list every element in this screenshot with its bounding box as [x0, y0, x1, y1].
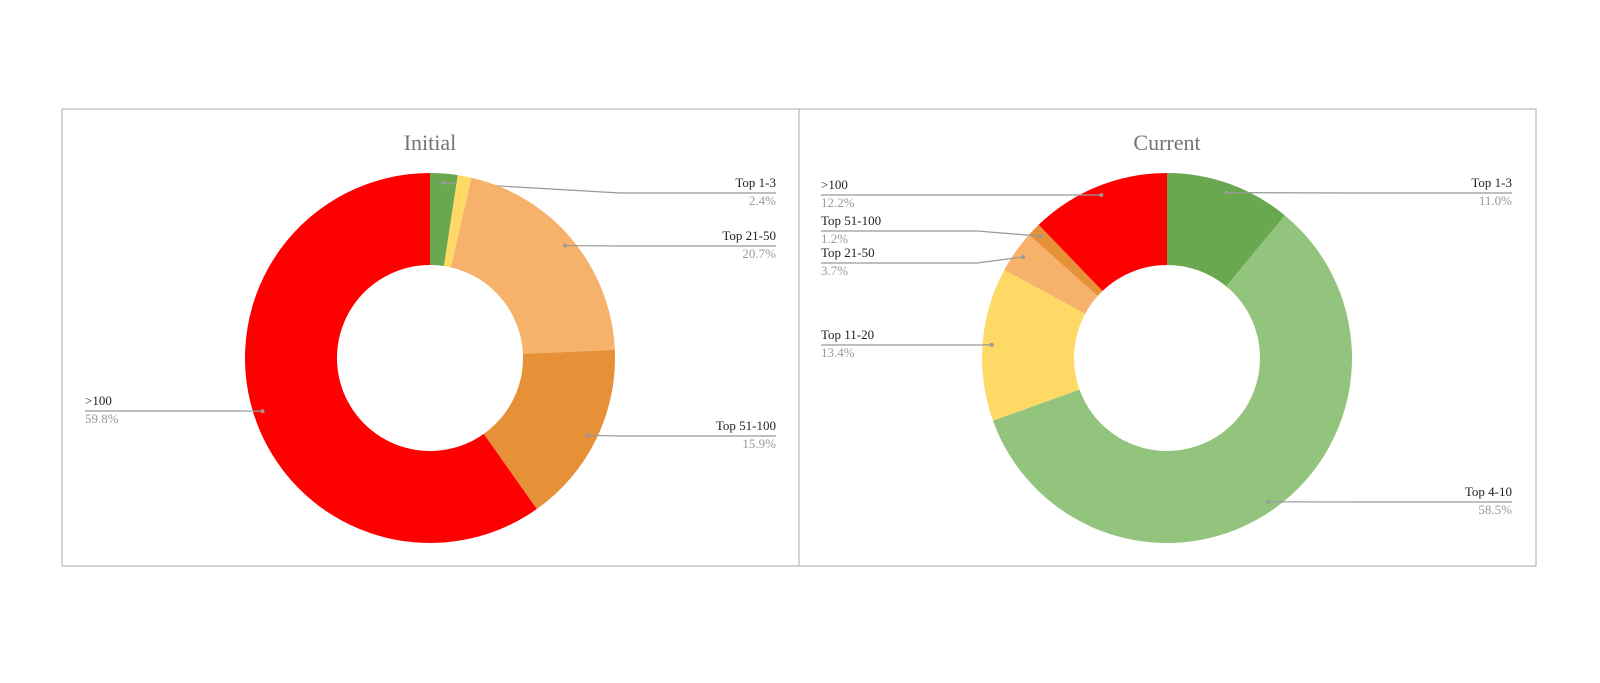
- leader-dot: [260, 409, 265, 414]
- donut-slice: [245, 173, 537, 543]
- donut-slice: [992, 215, 1352, 543]
- slice-label: >100: [85, 393, 112, 408]
- donut-slice: [450, 177, 615, 354]
- leader-dot: [563, 243, 568, 248]
- leader-dot: [1266, 499, 1271, 504]
- slice-value: 59.8%: [85, 411, 119, 426]
- donut-slice: [483, 349, 615, 510]
- slice-value: 58.5%: [1478, 502, 1512, 517]
- leader-line: [443, 182, 776, 194]
- slice-value: 12.2%: [821, 195, 855, 210]
- slice-label: Top 11-20: [821, 327, 874, 342]
- slice-label: Top 21-50: [821, 245, 875, 260]
- donut-slice: [430, 173, 458, 267]
- slice-value: 15.9%: [742, 436, 776, 451]
- slice-label: Top 1-3: [735, 175, 776, 190]
- slice-value: 13.4%: [821, 345, 855, 360]
- leader-line: [821, 256, 1024, 264]
- slice-value: 11.0%: [1479, 193, 1512, 208]
- chart-title: Current: [1133, 130, 1200, 155]
- leader-dot: [989, 342, 994, 347]
- donut-slice: [1029, 224, 1103, 297]
- slice-label: Top 4-10: [1465, 484, 1512, 499]
- leader-line: [821, 230, 1041, 237]
- leader-dot: [441, 180, 446, 185]
- slice-value: 2.4%: [749, 193, 776, 208]
- slice-label: >100: [821, 177, 848, 192]
- donut-slice: [443, 175, 472, 268]
- leader-dot: [1224, 190, 1229, 195]
- leader-line: [587, 434, 776, 437]
- leader-dot: [1099, 193, 1104, 198]
- donut-slice: [1167, 173, 1285, 287]
- slice-label: Top 51-100: [716, 418, 776, 433]
- chart-title: Initial: [404, 130, 457, 155]
- slice-label: Top 51-100: [821, 213, 881, 228]
- slice-label: Top 1-3: [1471, 175, 1512, 190]
- slice-label: Top 21-50: [722, 228, 776, 243]
- slice-value: 3.7%: [821, 263, 848, 278]
- leader-dot: [585, 433, 590, 438]
- donut-slice: [1038, 173, 1167, 292]
- leader-dot: [1021, 254, 1026, 259]
- slice-value: 20.7%: [742, 246, 776, 261]
- donut-slice: [982, 269, 1086, 421]
- donut-slice: [1004, 234, 1098, 314]
- slice-value: 1.2%: [821, 231, 848, 246]
- leader-dot: [1038, 234, 1043, 239]
